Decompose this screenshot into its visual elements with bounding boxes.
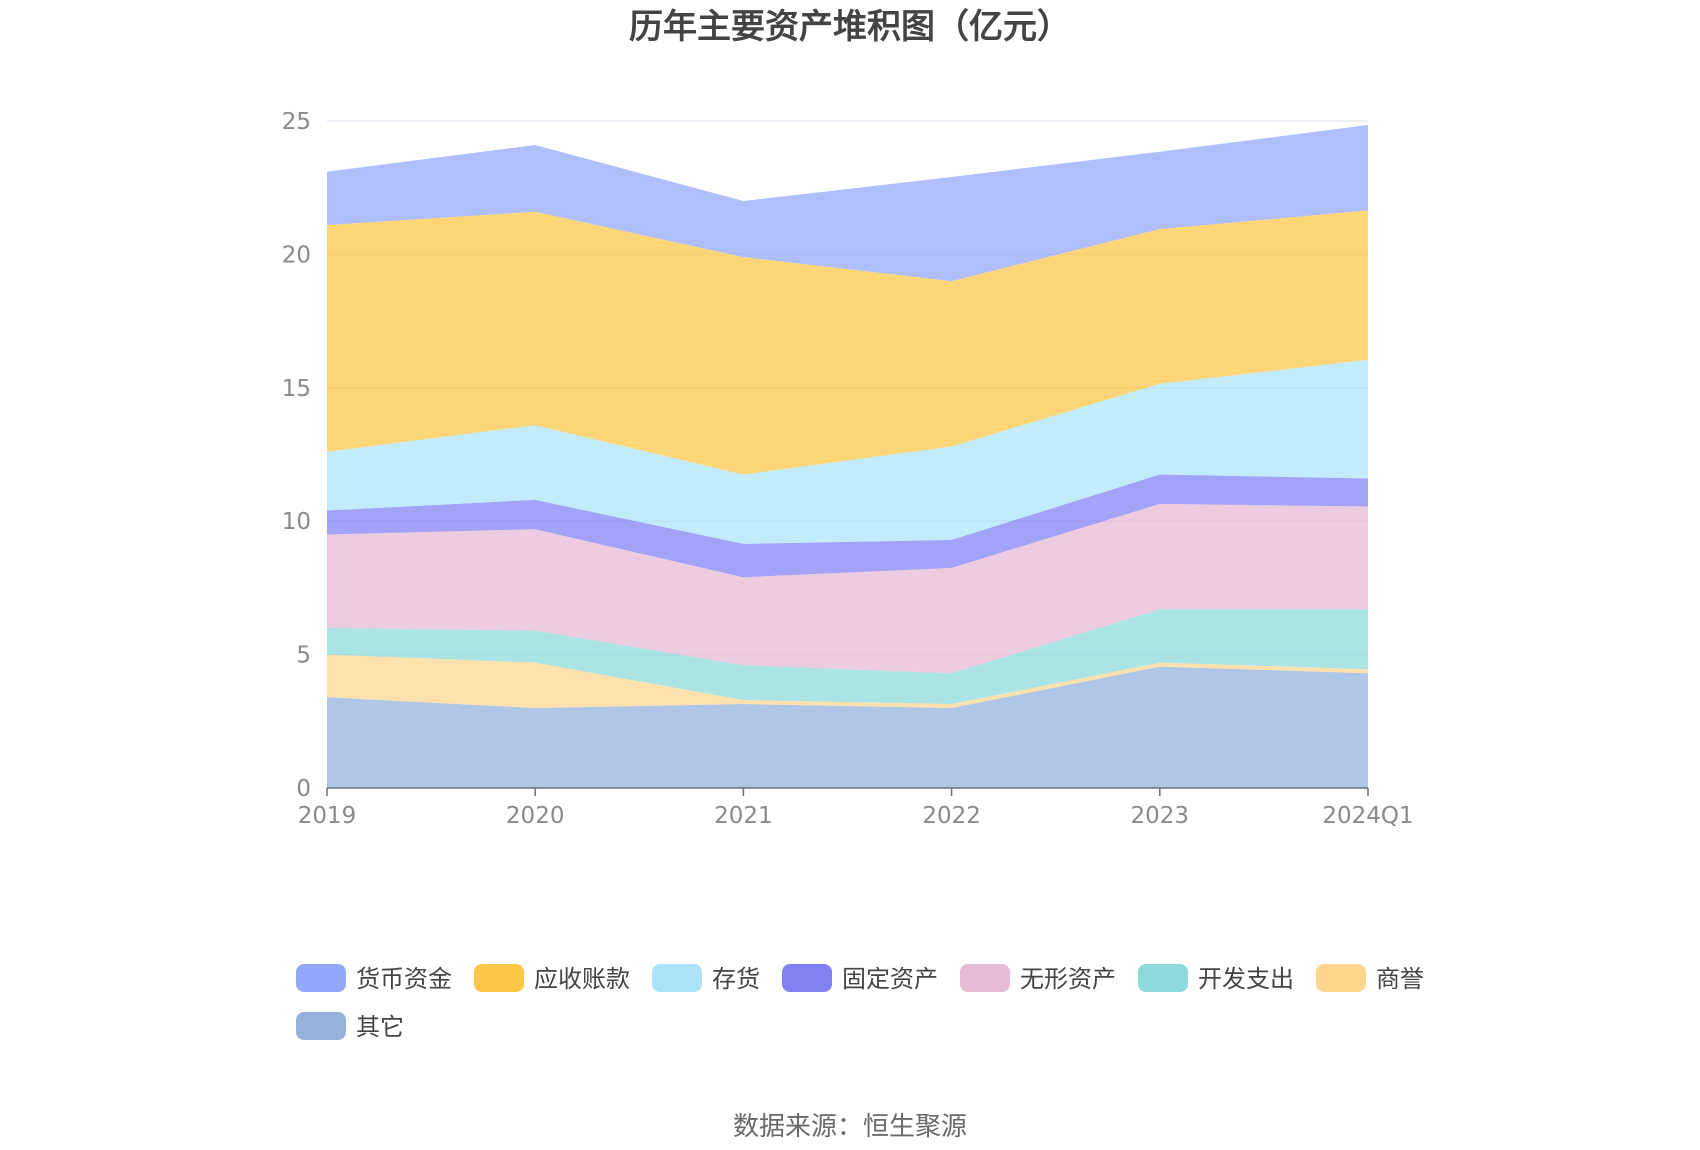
area-series-2 [327, 609, 1368, 704]
area-series-5 [327, 359, 1368, 544]
x-tick-label-5: 2024Q1 [1322, 803, 1413, 829]
legend-label-2: 存货 [712, 965, 760, 993]
data-source-note: 数据来源：恒生聚源 [733, 1112, 967, 1142]
x-tick-label-3: 2022 [922, 803, 981, 829]
y-tick-label-5: 25 [282, 109, 311, 135]
axes [326, 787, 1369, 796]
legend-swatch-1 [474, 964, 524, 992]
legend-label-5: 开发支出 [1198, 965, 1294, 993]
area-series-6 [327, 210, 1368, 475]
legend-label-6: 商誉 [1376, 965, 1424, 993]
y-tick-label-1: 5 [296, 643, 311, 669]
legend-swatch-2 [652, 964, 702, 992]
x-axis-ticks: 2019 2020 2021 2022 2023 2024Q1 [298, 803, 1414, 829]
x-tick-label-0: 2019 [298, 803, 357, 829]
legend-swatch-0 [296, 964, 346, 992]
area-series-3 [327, 503, 1368, 674]
area-series-0 [327, 666, 1368, 788]
y-axis-ticks: 0 5 10 15 20 25 [282, 109, 311, 802]
legend-label-4: 无形资产 [1020, 965, 1116, 993]
legend-label-7: 其它 [356, 1013, 404, 1041]
y-tick-label-2: 10 [282, 509, 311, 535]
legend-swatch-3 [782, 964, 832, 992]
y-tick-label-0: 0 [296, 776, 311, 802]
area-series-1 [327, 654, 1368, 708]
legend-label-1: 应收账款 [534, 965, 630, 993]
x-tick-label-1: 2020 [506, 803, 565, 829]
legend-swatch-7 [296, 1012, 346, 1040]
chart-title: 历年主要资产堆积图（亿元） [629, 7, 1071, 47]
area-series [327, 125, 1368, 788]
y-tick-label-4: 20 [282, 242, 311, 268]
legend-label-0: 货币资金 [356, 965, 452, 993]
legend-swatch-6 [1316, 964, 1366, 992]
y-tick-label-3: 15 [282, 376, 311, 402]
legend-swatch-4 [960, 964, 1010, 992]
legend-swatch-5 [1138, 964, 1188, 992]
legend-label-3: 固定资产 [842, 965, 938, 993]
x-tick-label-2: 2021 [714, 803, 773, 829]
x-tick-label-4: 2023 [1131, 803, 1190, 829]
area-series-7 [327, 125, 1368, 282]
area-series-4 [327, 474, 1368, 578]
